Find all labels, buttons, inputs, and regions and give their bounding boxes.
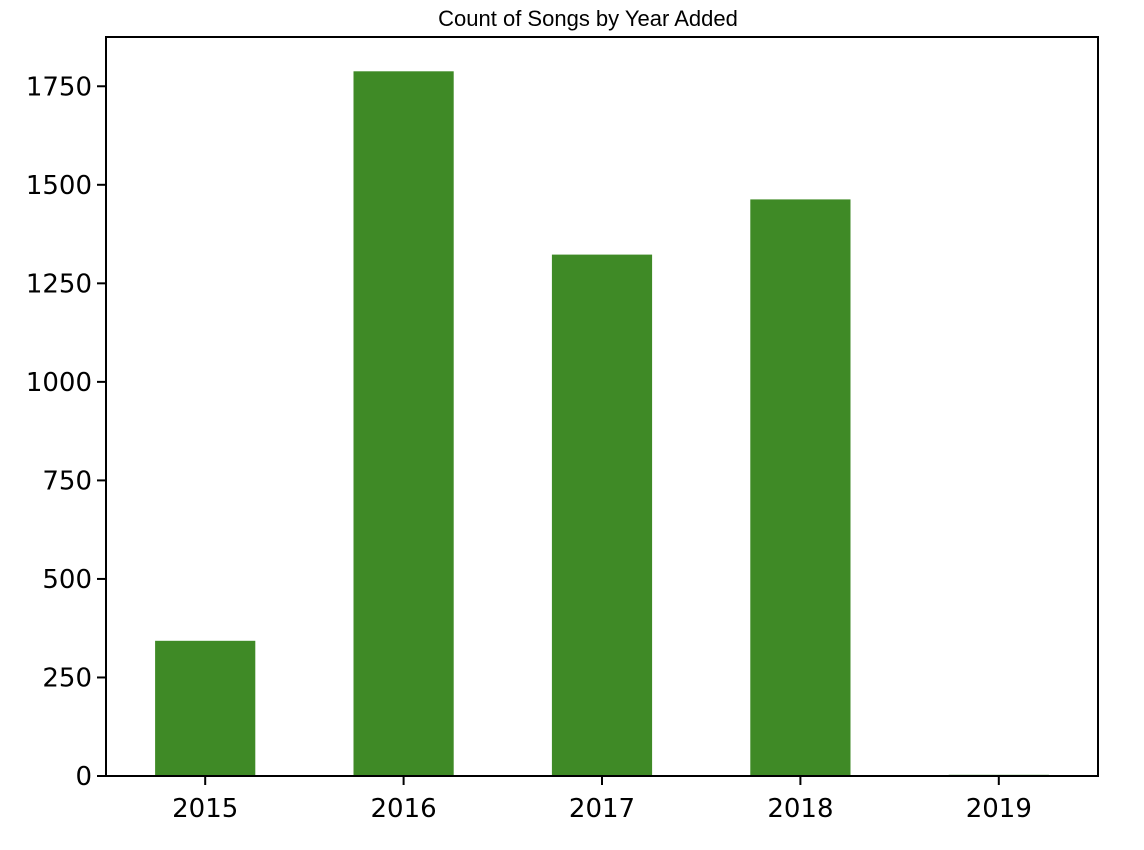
bar-2017 <box>551 254 653 777</box>
bar-2018 <box>750 199 851 776</box>
x-tick-label: 2016 <box>371 794 437 824</box>
y-axis: 0 250 500 750 1000 1250 1500 1750 <box>26 72 106 792</box>
y-tick-label: 1000 <box>26 368 92 398</box>
x-tick-label: 2018 <box>767 794 833 824</box>
y-tick-label: 500 <box>42 565 92 595</box>
bars-layer <box>155 71 1049 777</box>
y-tick-label: 0 <box>75 762 92 792</box>
y-tick-label: 1750 <box>26 72 92 102</box>
y-tick-label: 750 <box>42 466 92 496</box>
x-axis: 2015 2016 2017 2018 2019 <box>172 776 1032 824</box>
bar-2015 <box>155 640 256 776</box>
x-tick-label: 2017 <box>569 794 635 824</box>
y-tick-label: 1500 <box>26 171 92 201</box>
x-tick-label: 2019 <box>966 794 1032 824</box>
y-tick-label: 1250 <box>26 269 92 299</box>
x-tick-label: 2015 <box>172 794 238 824</box>
chart-title: Count of Songs by Year Added <box>438 6 738 31</box>
y-tick-label: 250 <box>42 663 92 693</box>
bar-2016 <box>353 71 454 777</box>
plot-frame <box>105 36 1099 777</box>
